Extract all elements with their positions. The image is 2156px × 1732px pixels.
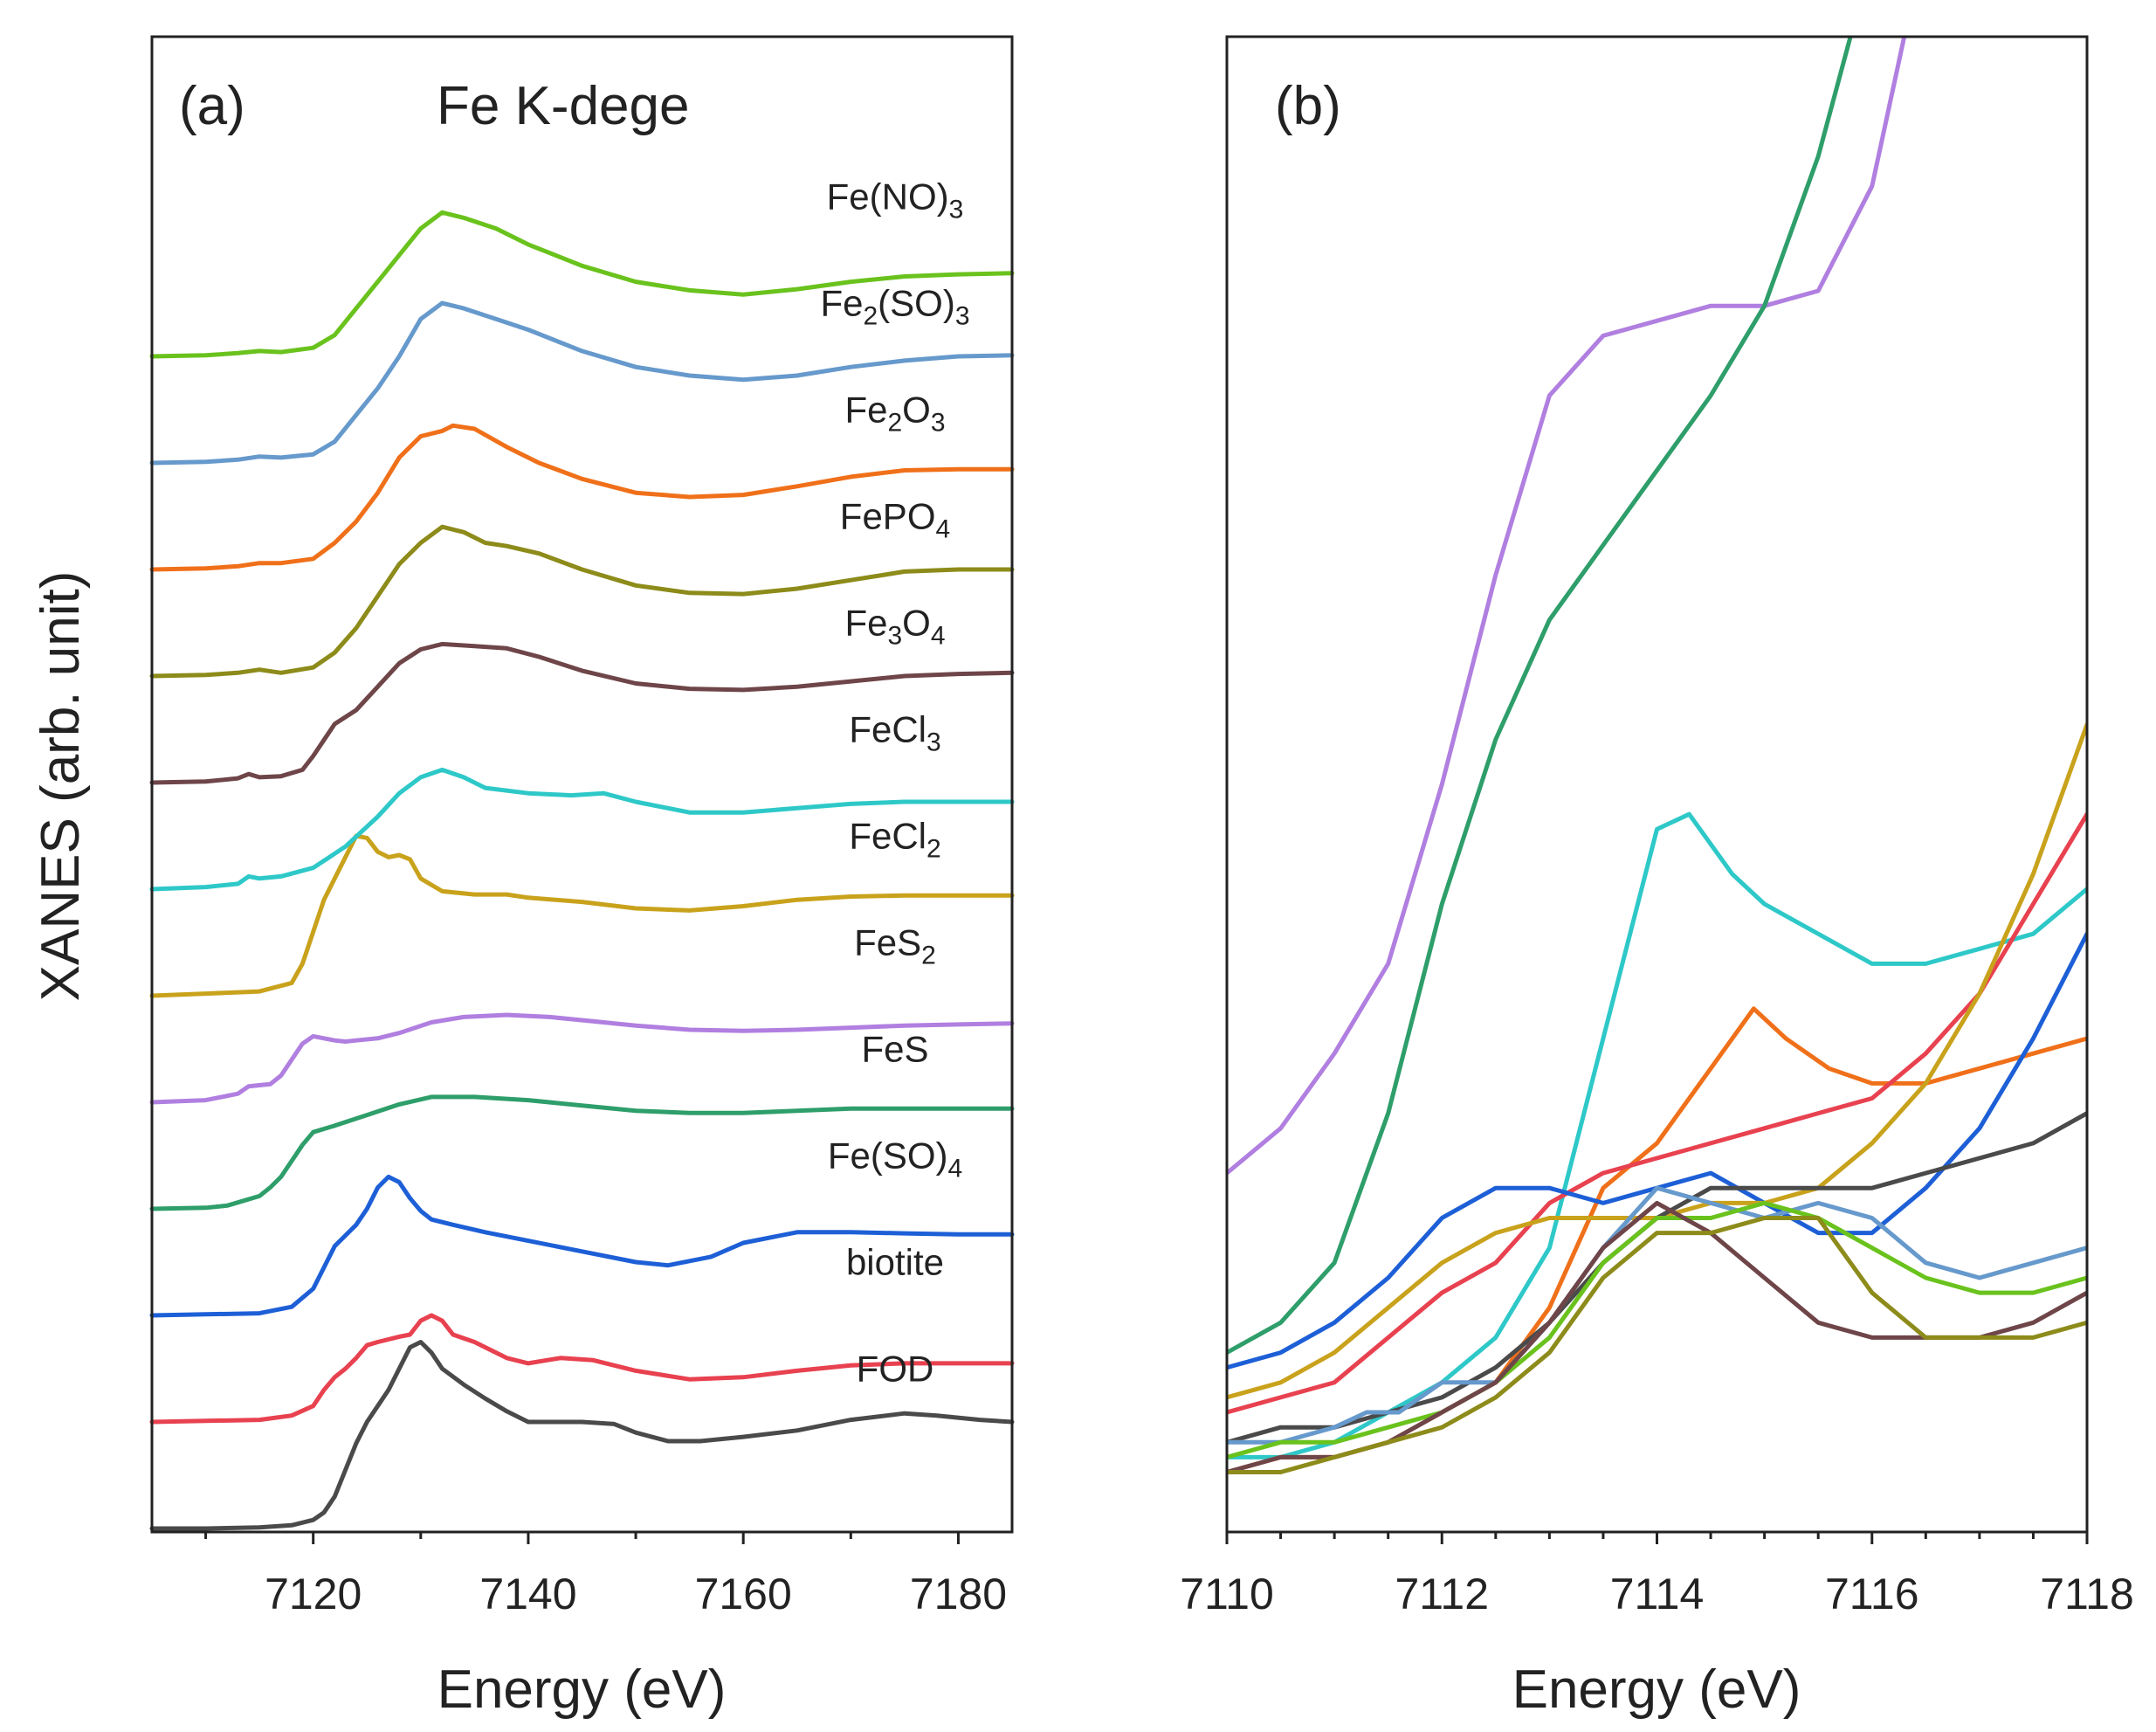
panel-a-series-fe2-so-3 <box>149 300 1015 466</box>
panel-b-series-fepo4 <box>1227 1216 2087 1474</box>
panel-b-x-tick-label: 7112 <box>1395 1570 1489 1618</box>
panel-a-series-label-fecl3: FeCl3 <box>849 709 940 757</box>
panel-a-x-tick-label: 7160 <box>695 1570 792 1618</box>
panel-a-series-fes2 <box>149 1012 1015 1105</box>
series-label-part: 3 <box>931 409 946 438</box>
series-label-part: 3 <box>949 196 964 224</box>
y-axis-title: XANES (arb. unit) <box>31 571 91 1002</box>
panel-a-series-fe3o4 <box>149 641 1015 785</box>
panel-a: FODbiotiteFe(SO)4FeSFeS2FeCl2FeCl3Fe3O4F… <box>31 35 1015 1720</box>
panel-a-series-fecl3 <box>149 767 1015 892</box>
series-label-part: 3 <box>926 728 941 757</box>
panel-b-x-tick-label: 7114 <box>1610 1570 1705 1618</box>
series-label-part: 2 <box>921 942 936 970</box>
panel-a-frame <box>150 35 1014 1534</box>
panel-a-series-label-fe2o3: Fe2O3 <box>844 390 945 438</box>
panel-a-series-label-fes: FeS <box>861 1029 928 1070</box>
panel-a-series-label-fe-no-3: Fe(NO)3 <box>827 176 964 224</box>
panel-a-series-fe-so-4 <box>149 1174 1015 1318</box>
series-label-part: Fe <box>844 603 887 644</box>
panel-b-series-fecl3 <box>1227 811 2087 1459</box>
series-label-part: 2 <box>926 835 941 864</box>
panel-a-x-ticks: 7120 7140 7160 7180 <box>204 1532 1007 1618</box>
series-label-part: O <box>902 603 931 644</box>
panel-b-series-fecl2 <box>1227 722 2087 1400</box>
panel-b-label: (b) <box>1275 76 1341 136</box>
series-label-part: 2 <box>887 409 902 438</box>
panel-a-curves <box>149 210 1015 1531</box>
series-label-part: FeS <box>854 922 921 963</box>
panel-a-x-tick-label: 7140 <box>479 1570 576 1618</box>
panel-a-title: Fe K-dege <box>437 76 690 136</box>
panel-a-series-fecl2 <box>149 833 1015 998</box>
panel-b-x-tick-label: 7118 <box>2040 1570 2134 1618</box>
panel-a-x-tick-label: 7180 <box>910 1570 1007 1618</box>
panel-a-series-label-fe3o4: Fe3O4 <box>844 603 945 651</box>
panel-a-series-fod <box>149 1340 1015 1531</box>
series-label-part: biotite <box>846 1242 944 1283</box>
panel-a-x-tick-label: 7120 <box>265 1570 362 1618</box>
series-label-part: O <box>902 390 931 431</box>
panel-b-series-fe2o3 <box>1227 1006 2087 1474</box>
series-label-part: FeS <box>861 1029 928 1070</box>
panel-a-series-fe2o3 <box>149 423 1015 572</box>
panel-a-series-fe-no-3 <box>149 210 1015 359</box>
panel-a-series-label-fes2: FeS2 <box>854 922 936 970</box>
panel-b-series-biotite <box>1227 811 2087 1415</box>
panel-a-series-label-fod: FOD <box>857 1349 934 1390</box>
panel-a-series-fepo4 <box>149 524 1015 679</box>
series-label-part: FePO <box>840 496 936 537</box>
panel-b-x-tick-label: 7110 <box>1180 1570 1274 1618</box>
panel-a-series-biotite <box>149 1313 1015 1425</box>
series-label-part: FOD <box>857 1349 934 1390</box>
panel-a-series-label-fecl2: FeCl2 <box>849 816 940 864</box>
panel-b-series-fe-so-4 <box>1227 37 1853 1356</box>
panel-b-series-fe2-so-3 <box>1227 1185 2087 1445</box>
series-label-part: FeCl <box>849 816 926 857</box>
panel-b-curves <box>1227 37 2087 1474</box>
series-label-part: FeCl <box>849 709 926 750</box>
series-label-part: (SO) <box>878 283 955 324</box>
panel-b-series-fe-so-4-blue <box>1227 931 2087 1370</box>
series-label-part: 4 <box>947 1155 962 1183</box>
panel-b-series-fes <box>1227 37 1907 1176</box>
panel-a-series-label-fepo4: FePO4 <box>840 496 950 544</box>
panel-a-label: (a) <box>179 76 245 136</box>
series-label-part: 2 <box>863 302 878 331</box>
series-label-part: Fe(SO) <box>828 1135 948 1177</box>
panel-b-x-ticks: 7110 7112 7114 7116 7118 <box>1180 1532 2134 1618</box>
panel-b: 7110 7112 7114 7116 7118 (b) Energy (eV) <box>1180 35 2134 1720</box>
panel-a-series-fes <box>149 1094 1015 1211</box>
panel-b-x-axis-title: Energy (eV) <box>1512 1660 1801 1720</box>
panel-a-series-label-biotite: biotite <box>846 1242 944 1283</box>
series-label-part: 3 <box>955 302 970 331</box>
panel-a-series-label-fe2-so-3: Fe2(SO)3 <box>820 283 969 331</box>
panel-b-frame <box>1225 35 2089 1534</box>
panel-a-series-label-fe-so-4: Fe(SO)4 <box>828 1135 962 1183</box>
series-label-part: Fe(NO) <box>827 176 949 217</box>
panel-a-x-axis-title: Energy (eV) <box>437 1660 727 1720</box>
series-label-part: Fe <box>820 283 863 324</box>
series-label-part: 3 <box>887 622 902 651</box>
series-label-part: 4 <box>936 515 951 544</box>
series-label-part: Fe <box>844 390 887 431</box>
panel-b-x-tick-label: 7116 <box>1825 1570 1919 1618</box>
series-label-part: 4 <box>931 622 946 651</box>
panel-b-series-fod <box>1227 1111 2087 1445</box>
panel-b-series-fe-no-3 <box>1227 1200 2087 1459</box>
panel-a-series-labels: FODbiotiteFe(SO)4FeSFeS2FeCl2FeCl3Fe3O4F… <box>820 176 969 1390</box>
